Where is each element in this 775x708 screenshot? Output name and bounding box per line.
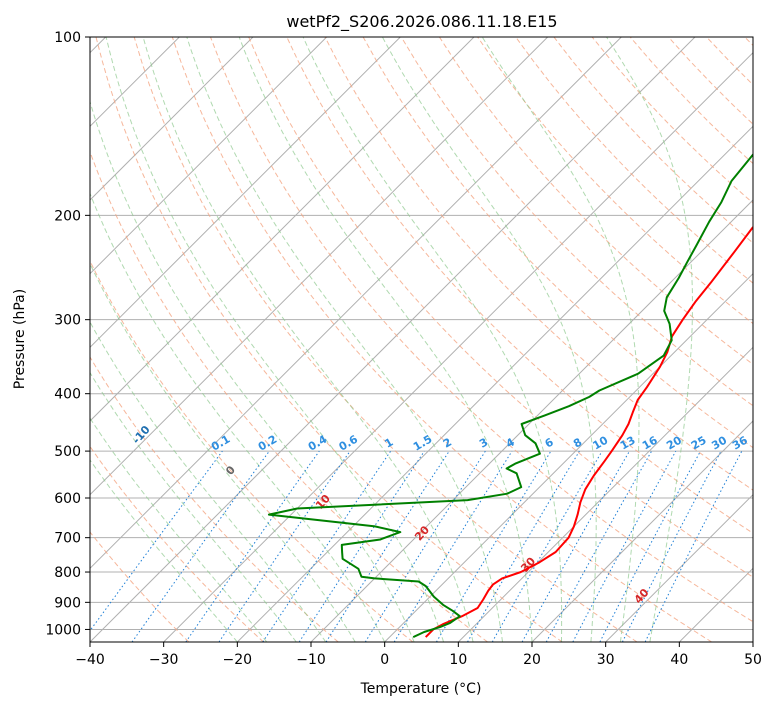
y-tick-label: 600 bbox=[54, 491, 81, 507]
moist-adiabat bbox=[90, 321, 327, 642]
isotherm bbox=[457, 346, 753, 642]
mixing-ratio-line bbox=[393, 450, 513, 642]
mixing-ratio-line bbox=[545, 450, 653, 642]
isotherm bbox=[531, 420, 753, 642]
isotherm bbox=[90, 37, 254, 201]
dry-adiabat bbox=[248, 37, 753, 578]
moist-adiabat bbox=[90, 417, 268, 642]
temperature-line bbox=[424, 225, 753, 638]
y-tick-label: 200 bbox=[54, 208, 81, 224]
plot-area bbox=[90, 37, 753, 642]
y-axis-title: Pressure (hPa) bbox=[12, 289, 28, 389]
isotherm bbox=[752, 641, 753, 642]
dry-adiabat bbox=[438, 37, 753, 366]
dry-adiabat bbox=[515, 37, 753, 284]
x-tick-label: 50 bbox=[744, 652, 762, 668]
dry-adiabat bbox=[90, 445, 264, 642]
moist-adiabat bbox=[302, 37, 563, 642]
x-tick-label: −20 bbox=[223, 652, 253, 668]
isotherm bbox=[90, 37, 622, 570]
isotherm bbox=[90, 37, 549, 496]
moist-adiabat bbox=[90, 192, 386, 642]
isotherm bbox=[90, 37, 475, 422]
x-tick-label: 30 bbox=[597, 652, 615, 668]
isotherm bbox=[384, 272, 753, 642]
dry-adiabat bbox=[90, 356, 339, 642]
dry-adiabat bbox=[133, 37, 638, 642]
plot-frame bbox=[89, 36, 754, 643]
dry-adiabat bbox=[210, 37, 753, 623]
y-tick-label: 500 bbox=[54, 444, 81, 460]
moist-adiabat bbox=[90, 459, 238, 642]
moist-adiabat bbox=[142, 37, 474, 642]
mixing-ratio-line bbox=[90, 450, 223, 632]
dry-adiabat bbox=[324, 37, 753, 491]
moist-adiabat bbox=[105, 37, 445, 642]
x-tick-label: 0 bbox=[380, 652, 389, 668]
x-tick-label: 40 bbox=[670, 652, 688, 668]
isotherm bbox=[605, 493, 753, 642]
mixing-ratio-line bbox=[521, 450, 630, 642]
isotherm bbox=[236, 125, 753, 642]
mixing-ratio-line bbox=[572, 450, 677, 642]
mixing-ratio-line bbox=[218, 450, 351, 642]
mixing-ratio-line bbox=[644, 450, 743, 642]
dry-adiabat bbox=[90, 259, 414, 642]
y-tick-label: 800 bbox=[54, 565, 81, 581]
background-lines bbox=[90, 37, 753, 642]
dry-adiabat bbox=[90, 150, 488, 642]
moist-adiabat bbox=[90, 262, 356, 642]
y-tick-label: 300 bbox=[54, 313, 81, 329]
moist-adiabat bbox=[606, 37, 693, 642]
dry-adiabat bbox=[400, 37, 753, 407]
moist-adiabat bbox=[186, 37, 503, 642]
dewpoint-line bbox=[267, 152, 753, 639]
mixing-ratio-line bbox=[131, 450, 270, 642]
dry-adiabat bbox=[95, 37, 563, 642]
x-tick-label: 20 bbox=[523, 652, 541, 668]
y-tick-label: 400 bbox=[54, 387, 81, 403]
x-tick-label: −30 bbox=[149, 652, 179, 668]
series-lines bbox=[267, 152, 753, 639]
y-tick-label: 900 bbox=[54, 595, 81, 611]
dry-adiabat bbox=[171, 37, 712, 642]
x-tick-label: 10 bbox=[449, 652, 467, 668]
isotherm bbox=[163, 51, 753, 642]
moist-adiabat bbox=[238, 37, 533, 642]
moist-adiabat bbox=[481, 37, 640, 642]
mixing-ratio-line bbox=[262, 450, 392, 642]
y-tick-label: 700 bbox=[54, 531, 81, 547]
y-tick-label: 100 bbox=[54, 30, 81, 46]
dry-adiabat bbox=[90, 531, 190, 642]
isotherm bbox=[90, 37, 328, 275]
x-axis-title: Temperature (°C) bbox=[360, 681, 482, 697]
x-tick-label: −10 bbox=[296, 652, 326, 668]
x-tick-label: −40 bbox=[75, 652, 105, 668]
chart-title: wetPf2_S206.2026.086.11.18.E15 bbox=[286, 12, 557, 32]
mixing-ratio-line bbox=[325, 450, 450, 642]
y-tick-label: 1000 bbox=[45, 622, 81, 638]
mixing-ratio-line bbox=[185, 450, 320, 642]
isotherm bbox=[90, 37, 401, 349]
axis-ticks: −40 −30 −20 −10 0 10 20 30 40 50 100 200 300 400 500 60… bbox=[45, 30, 762, 668]
isotherm bbox=[90, 37, 696, 642]
moist-adiabat bbox=[381, 37, 597, 642]
